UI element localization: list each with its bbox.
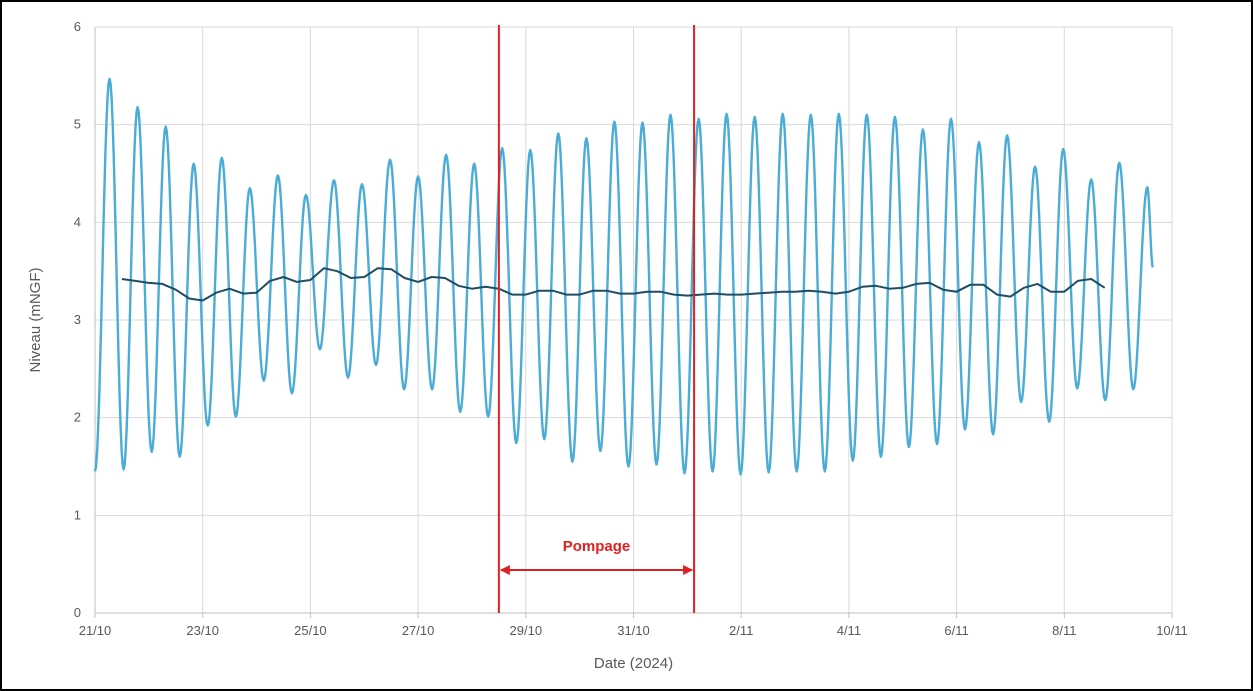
x-tick-label: 23/10: [186, 623, 219, 638]
x-axis-title: Date (2024): [594, 655, 673, 672]
x-tick-label: 6/11: [944, 623, 968, 638]
x-tick-label: 10/11: [1156, 623, 1188, 638]
x-tick-label: 25/10: [294, 623, 327, 638]
arrow-head-right: [683, 565, 694, 575]
y-tick-label: 5: [74, 117, 81, 132]
x-tick-label: 31/10: [617, 623, 650, 638]
y-tick-label: 2: [74, 410, 81, 425]
gridlines: [95, 26, 1173, 613]
y-tick-label: 3: [74, 312, 81, 327]
x-tick-label: 4/11: [837, 623, 861, 638]
y-axis-title: Niveau (mNGF): [27, 267, 44, 372]
arrow-head-left: [499, 565, 510, 575]
mean-level-line: [121, 267, 1106, 302]
x-tick-label: 2/11: [729, 623, 753, 638]
y-tick-label: 1: [74, 507, 81, 522]
pumping-label: Pompage: [563, 538, 631, 555]
y-tick-label: 0: [74, 605, 81, 620]
x-tick-label: 29/10: [510, 623, 543, 638]
x-tick-label: 27/10: [402, 623, 435, 638]
tide-level-line: [93, 77, 1155, 476]
y-tick-label: 4: [74, 214, 81, 229]
x-tick-labels: 21/10 23/10 25/10 27/10 29/10 31/10 2/11 4/11 6/…: [79, 623, 1188, 638]
axes: [94, 27, 1173, 618]
y-tick-labels: 0 1 2 3 4 5 6: [74, 19, 81, 620]
plot-area: [93, 77, 1155, 476]
x-tick-label: 21/10: [79, 623, 112, 638]
y-tick-label: 6: [74, 19, 81, 34]
x-tick-label: 8/11: [1052, 623, 1076, 638]
pumping-annotation: Pompage: [497, 25, 696, 613]
